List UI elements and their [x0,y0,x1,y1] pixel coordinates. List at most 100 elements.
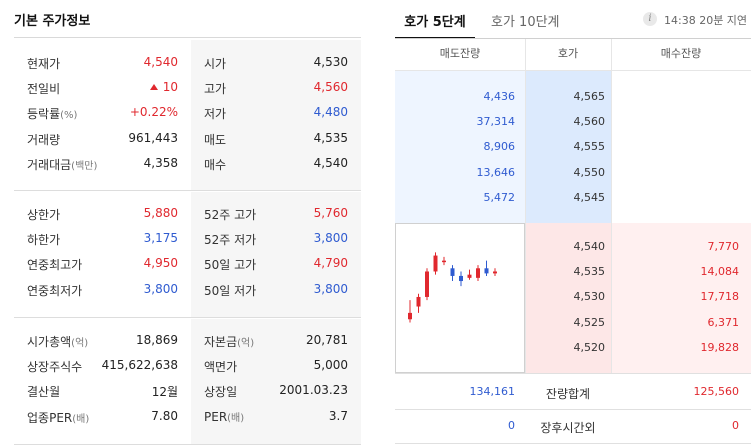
field-value: 4,540 [313,155,348,170]
up-triangle-icon [149,84,158,91]
info-icon[interactable]: i [643,12,657,26]
field-label: 고가 [204,82,227,97]
field-value: 18,869 [136,333,178,347]
field-value: 4,530 [313,55,348,69]
basic-stock-info-panel: 기본 주가정보 현재가 4,540 시가 4,530 전일비 10 고가 4,560 등락률(%… [0,0,361,446]
field-value: 415,622,638 [101,358,178,373]
bid-qty: 19,828 [700,340,740,354]
title-divider [14,37,361,38]
ask-price[interactable]: 4,560 [573,115,606,129]
unit-label: (배) [72,413,90,425]
group-divider [14,317,361,318]
field-label: 상장일 [204,385,238,400]
field-label: 시가총액(억) [27,335,89,349]
candle-body [467,274,472,278]
bid-qty: 7,770 [707,240,740,253]
field-value: 4,540 [143,55,178,69]
candle-body [433,255,438,272]
field-value: 4,358 [143,155,178,170]
bid-price[interactable]: 4,530 [573,290,606,304]
info-row: 상장주식수 415,622,638 액면가 5,000 [0,353,361,378]
info-row: 거래량 961,443 매도 4,535 [0,126,361,151]
info-row: 연중최고가 4,950 50일 고가 4,790 [0,251,361,276]
info-row: 연중최저가 3,800 50일 저가 3,800 [0,277,361,302]
field-label: 50일 고가 [204,258,257,273]
field-value: 20,781 [306,333,348,347]
tab-5-levels[interactable]: 호가 5단계 [404,15,466,30]
field-value: +0.22% [129,105,178,120]
field-value: 5,000 [313,358,348,373]
unit-label: (억) [71,338,89,349]
bid-price[interactable]: 4,520 [573,340,606,354]
field-value: 4,535 [313,130,348,145]
ask-price-area [525,71,611,223]
total-remaining-label: 잔량합계 [545,387,591,401]
tab-10-levels[interactable]: 호가 10단계 [491,15,560,30]
column-divider [611,39,612,373]
field-value: 961,443 [128,130,178,145]
field-label: 52주 고가 [204,208,257,222]
ask-qty: 5,472 [483,190,516,204]
ask-qty: 8,906 [483,140,516,154]
field-label: 자본금(억) [204,335,255,349]
ask-price[interactable]: 4,565 [573,90,606,103]
field-value: 4,790 [313,256,348,271]
bid-area [611,223,751,373]
field-label: 연중최저가 [27,283,83,298]
ask-price[interactable]: 4,555 [573,140,606,154]
bid-price-area [525,223,611,373]
ask-price[interactable]: 4,550 [573,165,606,179]
field-label: 상장주식수 [27,360,83,375]
field-value: 3,175 [143,231,178,246]
candle-body [459,275,463,282]
unit-label: (배) [227,412,245,424]
ask-total: 134,161 [469,385,516,398]
field-value: 4,480 [313,105,348,120]
field-label: 시가 [204,57,227,71]
header-price: 호가 [557,47,579,60]
column-divider [525,39,526,373]
bid-price[interactable]: 4,540 [573,240,606,253]
mini-chart-svg [408,252,497,323]
ask-price[interactable]: 4,545 [573,190,606,204]
summary-divider [395,409,751,410]
field-value: 5,760 [313,206,348,220]
summary-divider [395,373,751,374]
group-divider [14,190,361,191]
mini-candlestick-chart [395,223,525,373]
field-value: 2001.03.23 [279,383,348,398]
field-value: 3.7 [328,408,348,423]
field-label: 현재가 [27,57,61,71]
candle-body [408,312,412,320]
field-value: 3,800 [313,281,348,296]
bid-price[interactable]: 4,535 [573,265,606,279]
bid-qty: 17,718 [700,290,740,304]
field-label: 52주 저가 [204,233,257,248]
bid-price[interactable]: 4,525 [573,315,606,329]
ask-area [395,71,525,223]
group-divider [14,444,361,445]
field-label: 연중최고가 [27,258,83,273]
ask-qty: 13,646 [476,165,516,179]
candle-body [484,268,489,274]
tabs-divider [395,38,751,39]
candle-body [416,296,421,307]
info-row: 업종PER(배) 7.80 PER(배) 3.7 [0,404,361,429]
info-row: 등락률(%) +0.22% 저가 4,480 [0,100,361,125]
after-hours-ask: 0 [508,419,515,432]
field-label: 거래대금(백만) [27,157,98,172]
field-value: 10 [149,80,178,94]
field-label: 상한가 [27,208,61,222]
candle-body [476,268,480,278]
field-label: 하한가 [27,233,61,248]
panel-title: 기본 주가정보 [14,14,91,29]
field-label: 등락률(%) [27,107,78,122]
unit-label: (백만) [71,160,98,172]
field-value: 12월 [151,385,178,400]
candle-body [450,268,455,276]
field-value: 3,800 [143,281,178,296]
info-row: 전일비 10 고가 4,560 [0,75,361,100]
header-bid-qty: 매수잔량 [660,47,702,60]
unit-label: (억) [237,338,255,349]
field-value: 3,800 [313,231,348,246]
